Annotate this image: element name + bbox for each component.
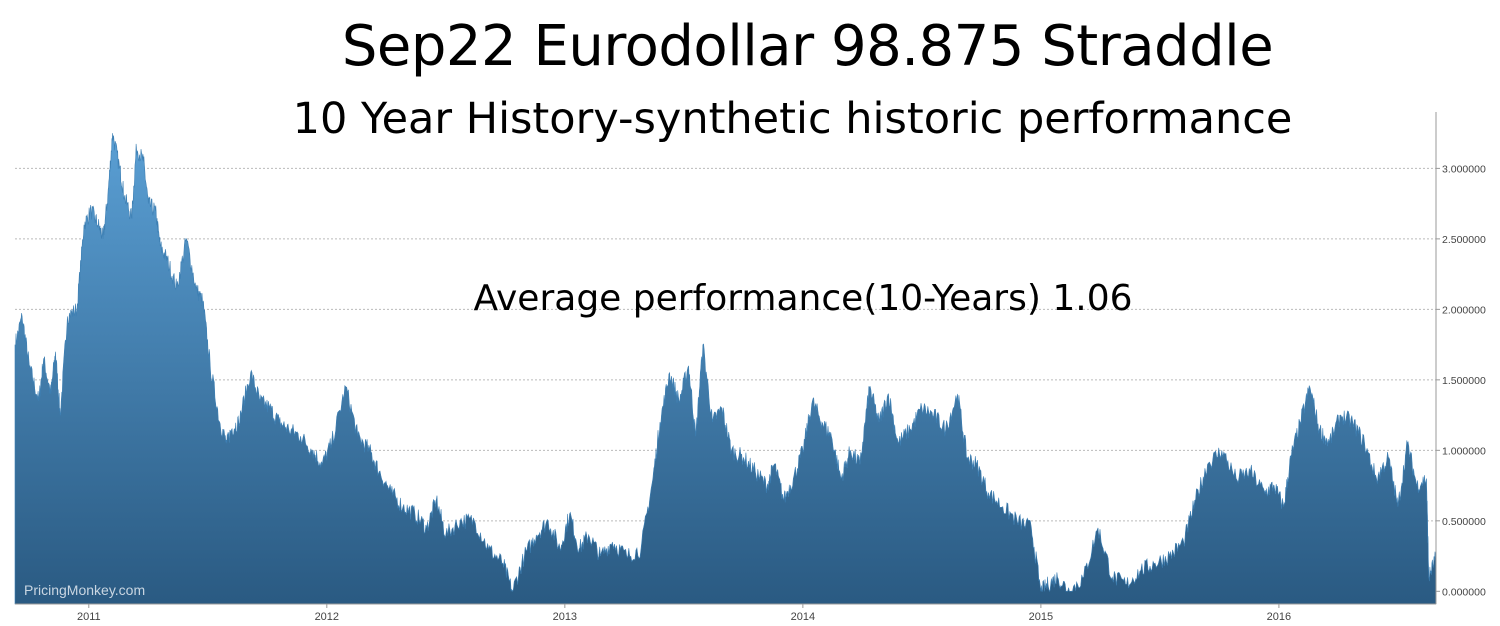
x-tick-label: 2011	[77, 611, 101, 623]
x-axis-ticks: 2011 2012 2013 2014 2015 2016	[77, 604, 1291, 623]
x-tick-label: 2013	[553, 611, 577, 623]
y-tick-label: 1.000000	[1442, 445, 1486, 457]
x-tick-label: 2016	[1267, 611, 1291, 623]
series-area	[14, 133, 1437, 605]
average-annotation: Average performance(10-Years) 1.06	[473, 278, 1133, 319]
y-tick-label: 3.000000	[1442, 163, 1486, 175]
y-tick-label: 2.000000	[1442, 304, 1486, 316]
x-tick-label: 2014	[791, 611, 815, 623]
y-tick-label: 0.000000	[1442, 586, 1486, 598]
y-tick-label: 1.500000	[1442, 375, 1486, 387]
chart-subtitle: 10 Year History-synthetic historic perfo…	[292, 94, 1293, 144]
chart-title: Sep22 Eurodollar 98.875 Straddle	[341, 14, 1274, 79]
x-tick-label: 2012	[315, 611, 339, 623]
y-axis-ticks: 0.000000 0.500000 1.000000 1.500000 2.000000…	[1436, 163, 1486, 598]
watermark-text: PricingMonkey.com	[24, 582, 146, 598]
y-tick-label: 2.500000	[1442, 234, 1486, 246]
x-tick-label: 2015	[1029, 611, 1053, 623]
y-tick-label: 0.500000	[1442, 516, 1486, 528]
